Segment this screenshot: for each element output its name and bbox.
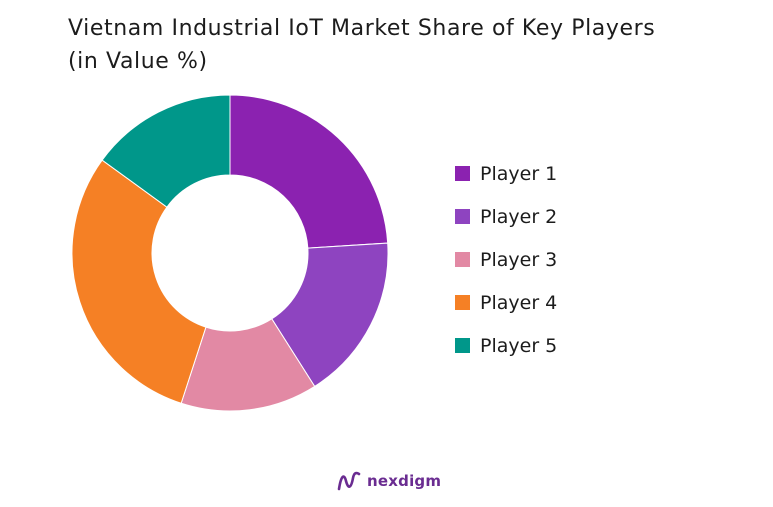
legend-swatch-player-5 <box>455 338 470 353</box>
legend-item-player-2: Player 2 <box>455 195 557 238</box>
donut-slice-player-1 <box>229 94 389 249</box>
legend-swatch-player-2 <box>455 209 470 224</box>
legend-swatch-player-1 <box>455 166 470 181</box>
brand-footer: nexdigm <box>337 470 441 492</box>
legend-label-player-5: Player 5 <box>480 334 558 357</box>
legend-item-player-3: Player 3 <box>455 238 557 281</box>
legend-label-player-4: Player 4 <box>480 291 558 314</box>
legend-item-player-1: Player 1 <box>455 152 557 195</box>
legend-swatch-player-4 <box>455 295 470 310</box>
chart-title-line-2: (in Value %) <box>68 49 208 74</box>
legend-label-player-2: Player 2 <box>480 205 558 228</box>
donut-slice-player-4 <box>71 159 207 404</box>
legend-label-player-3: Player 3 <box>480 248 558 271</box>
nexdigm-logo-icon <box>337 471 361 491</box>
legend-item-player-5: Player 5 <box>455 324 557 367</box>
chart-title: Vietnam Industrial IoT Market Share of K… <box>68 12 748 78</box>
chart-title-line-1: Vietnam Industrial IoT Market Share of K… <box>68 16 656 41</box>
brand-name: nexdigm <box>367 472 442 490</box>
legend-item-player-4: Player 4 <box>455 281 557 324</box>
donut-slice-player-5 <box>101 94 231 208</box>
legend-swatch-player-3 <box>455 252 470 267</box>
donut-slice-player-2 <box>271 242 389 388</box>
chart-legend: Player 1 Player 2 Player 3 Player 4 Play… <box>455 152 557 367</box>
legend-label-player-1: Player 1 <box>480 162 558 185</box>
